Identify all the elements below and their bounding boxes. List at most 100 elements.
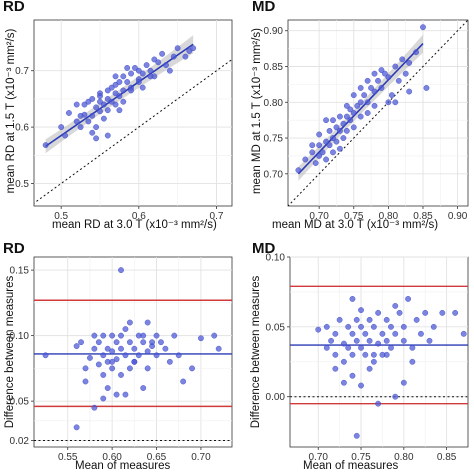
data-point (109, 348, 116, 355)
data-point (358, 344, 364, 351)
data-point (109, 365, 116, 372)
data-point (347, 117, 354, 124)
data-point (112, 81, 119, 88)
data-point (95, 361, 102, 368)
data-point (323, 344, 330, 351)
data-point (349, 296, 356, 302)
data-point (420, 24, 426, 31)
x-axis-label-rd-scatter: mean RD at 3.0 T (x10⁻³ mm²/s) (52, 219, 217, 231)
data-point (392, 99, 399, 106)
data-point (413, 49, 419, 56)
data-point (198, 335, 204, 342)
data-point (382, 70, 388, 77)
data-point (124, 79, 131, 85)
data-point (135, 79, 142, 85)
data-point (131, 345, 138, 352)
data-point (378, 85, 385, 91)
data-point (182, 53, 189, 60)
data-point (354, 102, 361, 109)
data-point (385, 99, 392, 106)
data-point (104, 132, 111, 139)
data-point (323, 117, 329, 124)
data-point (175, 352, 182, 359)
regression-line (297, 43, 424, 175)
data-point (333, 138, 340, 145)
data-point (357, 99, 364, 106)
data-point (460, 330, 467, 337)
data-point (93, 104, 100, 111)
data-point (113, 391, 120, 398)
data-point (97, 93, 103, 99)
data-point (418, 330, 424, 337)
data-point (85, 118, 92, 125)
data-point (118, 345, 124, 352)
data-point (58, 124, 65, 130)
data-point (97, 98, 103, 105)
data-point (337, 113, 343, 120)
data-point (319, 149, 326, 156)
data-point (73, 101, 80, 108)
data-point (149, 339, 155, 346)
data-point (364, 99, 371, 106)
data-point (139, 70, 146, 77)
data-point (406, 60, 413, 66)
data-point (189, 365, 195, 372)
data-point (396, 309, 403, 316)
data-point (128, 70, 134, 77)
data-point (343, 102, 350, 109)
data-point (122, 391, 129, 398)
data-point (82, 378, 89, 385)
data-point (140, 339, 147, 346)
data-point (426, 337, 433, 344)
data-point (400, 379, 407, 386)
data-point (350, 124, 357, 131)
data-point (400, 323, 407, 330)
data-point (343, 127, 350, 134)
data-point (332, 365, 339, 372)
data-point (104, 107, 111, 114)
data-point (91, 404, 98, 411)
y-tick-label: 0.70 (264, 169, 284, 180)
data-point (109, 358, 116, 365)
data-point (357, 113, 364, 120)
data-point (328, 337, 334, 344)
data-point (81, 101, 88, 108)
data-point (349, 351, 356, 358)
confidence-band (45, 35, 194, 154)
data-point (95, 339, 102, 346)
data-point (131, 358, 138, 365)
data-point (128, 84, 134, 91)
data-point (340, 135, 347, 141)
data-point (180, 378, 187, 385)
data-point (375, 340, 382, 347)
data-point (341, 340, 347, 347)
panel-frame-rd-ba (33, 256, 233, 448)
data-point (378, 67, 385, 73)
data-point (309, 149, 316, 156)
data-point (364, 110, 371, 116)
data-point (405, 296, 411, 302)
data-point (309, 142, 316, 149)
data-point (143, 62, 150, 68)
data-point (162, 345, 169, 352)
panel-frame-md-ba (289, 256, 469, 448)
data-point (383, 316, 390, 323)
data-point (330, 149, 336, 156)
data-point (131, 358, 138, 365)
data-point (73, 118, 80, 125)
data-point (135, 352, 142, 359)
data-point (366, 337, 373, 344)
data-point (126, 339, 133, 346)
data-point (126, 319, 133, 326)
data-point (370, 351, 377, 358)
data-point (108, 84, 115, 91)
y-tick-label: 0.05 (266, 322, 286, 333)
data-point (128, 87, 134, 94)
data-point (353, 316, 360, 323)
data-point (122, 352, 129, 359)
data-point (135, 67, 142, 74)
data-point (118, 267, 124, 274)
data-point (345, 323, 352, 330)
data-point (452, 309, 459, 316)
data-point (341, 358, 347, 365)
